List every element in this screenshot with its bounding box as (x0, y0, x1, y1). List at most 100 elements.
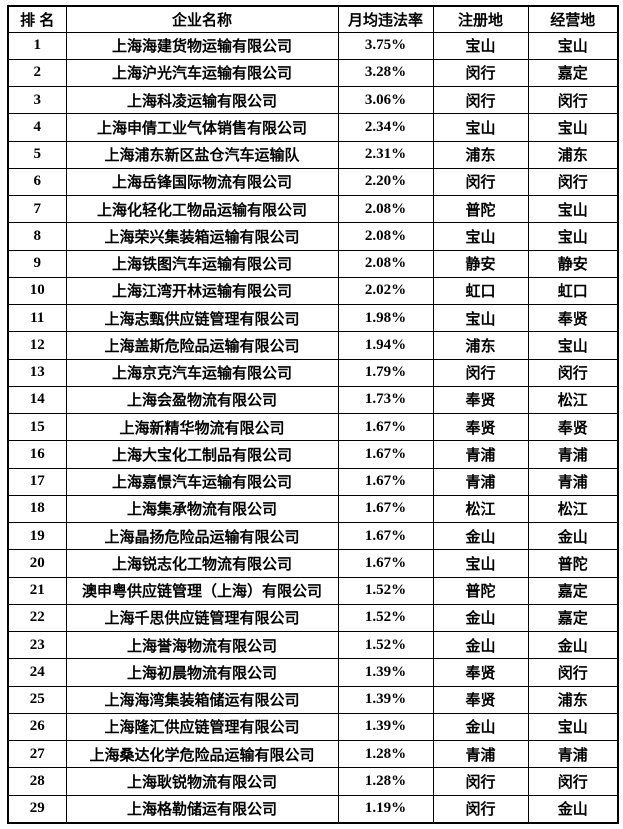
operating-cell: 闵行 (527, 767, 619, 796)
table-row: 5 上海浦东新区盐仓汽车运输队 2.31% 浦东 浦东 (7, 140, 619, 169)
company-cell: 上海誉海物流有限公司 (65, 630, 339, 660)
rate-cell: 1.67% (337, 412, 434, 442)
operating-cell: 普陀 (527, 549, 619, 578)
operating-cell: 奉贤 (527, 303, 619, 333)
company-cell: 上海隆汇供应链管理有限公司 (65, 712, 339, 742)
company-cell: 上海盖斯危险品运输有限公司 (65, 331, 339, 360)
registered-cell: 宝山 (432, 31, 529, 60)
operating-cell: 青浦 (527, 467, 619, 496)
operating-cell: 宝山 (527, 331, 619, 360)
rank-cell: 20 (7, 549, 67, 578)
column-header-company: 企业名称 (65, 5, 339, 33)
rank-cell: 27 (7, 739, 67, 769)
operating-cell: 宝山 (527, 31, 619, 60)
rank-cell: 10 (7, 276, 67, 306)
operating-cell: 青浦 (527, 739, 619, 769)
rate-cell: 1.39% (337, 712, 434, 742)
registered-cell: 奉贤 (432, 385, 529, 415)
operating-cell: 松江 (527, 494, 619, 524)
rate-cell: 3.06% (337, 85, 434, 115)
table-row: 10 上海江湾开林运输有限公司 2.02% 虹口 虹口 (7, 276, 619, 306)
table-row: 15 上海新精华物流有限公司 1.67% 奉贤 奉贤 (7, 412, 619, 442)
table-body: 1 上海海建货物运输有限公司 3.75% 宝山 宝山 2 上海沪光汽车运输有限公司 3.28%… (7, 31, 619, 824)
rate-cell: 1.28% (337, 739, 434, 769)
operating-cell: 金山 (527, 630, 619, 660)
operating-cell: 闵行 (527, 358, 619, 387)
company-cell: 澳申粤供应链管理（上海）有限公司 (65, 576, 339, 605)
registered-cell: 闵行 (432, 85, 529, 115)
table-row: 2 上海沪光汽车运输有限公司 3.28% 闵行 嘉定 (7, 58, 619, 88)
company-cell: 上海桑达化学危险品运输有限公司 (65, 739, 339, 769)
operating-cell: 宝山 (527, 194, 619, 224)
rank-cell: 9 (7, 249, 67, 278)
table-row: 29 上海格勒储运有限公司 1.19% 闵行 金山 (7, 794, 619, 824)
operating-cell: 金山 (527, 794, 619, 824)
operating-cell: 嘉定 (527, 603, 619, 633)
rate-cell: 1.67% (337, 440, 434, 469)
company-cell: 上海沪光汽车运输有限公司 (65, 58, 339, 88)
table-row: 3 上海科凌运输有限公司 3.06% 闵行 闵行 (7, 85, 619, 115)
rank-cell: 17 (7, 467, 67, 496)
registered-cell: 金山 (432, 521, 529, 551)
table-row: 8 上海荣兴集装箱运输有限公司 2.08% 宝山 宝山 (7, 222, 619, 251)
registered-cell: 静安 (432, 249, 529, 278)
column-header-registered: 注册地 (432, 5, 529, 33)
company-cell: 上海海湾集装箱储运有限公司 (65, 685, 339, 714)
rank-cell: 6 (7, 167, 67, 197)
operating-cell: 宝山 (527, 222, 619, 251)
rank-cell: 12 (7, 331, 67, 360)
company-cell: 上海申倩工业气体销售有限公司 (65, 113, 339, 142)
table-row: 20 上海锐志化工物流有限公司 1.67% 宝山 普陀 (7, 549, 619, 578)
table-row: 9 上海铁图汽车运输有限公司 2.08% 静安 静安 (7, 249, 619, 278)
registered-cell: 宝山 (432, 549, 529, 578)
column-header-rank: 排 名 (7, 5, 67, 33)
rate-cell: 1.73% (337, 385, 434, 415)
registered-cell: 普陀 (432, 576, 529, 605)
rank-cell: 14 (7, 385, 67, 415)
rate-cell: 1.39% (337, 658, 434, 687)
rank-cell: 2 (7, 58, 67, 88)
rank-cell: 13 (7, 358, 67, 387)
operating-cell: 浦东 (527, 685, 619, 714)
company-cell: 上海耿锐物流有限公司 (65, 767, 339, 796)
table-row: 13 上海京克汽车运输有限公司 1.79% 闵行 闵行 (7, 358, 619, 387)
operating-cell: 浦东 (527, 140, 619, 169)
company-cell: 上海铁图汽车运输有限公司 (65, 249, 339, 278)
rate-cell: 2.20% (337, 167, 434, 197)
rank-cell: 11 (7, 303, 67, 333)
operating-cell: 金山 (527, 521, 619, 551)
company-cell: 上海志甄供应链管理有限公司 (65, 303, 339, 333)
registered-cell: 宝山 (432, 303, 529, 333)
registered-cell: 青浦 (432, 467, 529, 496)
rank-cell: 19 (7, 521, 67, 551)
rate-cell: 2.34% (337, 113, 434, 142)
table-row: 1 上海海建货物运输有限公司 3.75% 宝山 宝山 (7, 31, 619, 60)
table-row: 24 上海初晨物流有限公司 1.39% 奉贤 闵行 (7, 658, 619, 687)
column-header-operating: 经营地 (527, 5, 619, 33)
rate-cell: 1.67% (337, 467, 434, 496)
registered-cell: 金山 (432, 630, 529, 660)
table-row: 11 上海志甄供应链管理有限公司 1.98% 宝山 奉贤 (7, 303, 619, 333)
rate-cell: 1.52% (337, 603, 434, 633)
registered-cell: 金山 (432, 712, 529, 742)
registered-cell: 青浦 (432, 440, 529, 469)
rate-cell: 1.52% (337, 576, 434, 605)
table-row: 12 上海盖斯危险品运输有限公司 1.94% 浦东 宝山 (7, 331, 619, 360)
company-cell: 上海嘉憬汽车运输有限公司 (65, 467, 339, 496)
table-row: 22 上海千思供应链管理有限公司 1.52% 金山 嘉定 (7, 603, 619, 633)
rate-cell: 2.08% (337, 194, 434, 224)
company-cell: 上海京克汽车运输有限公司 (65, 358, 339, 387)
operating-cell: 嘉定 (527, 58, 619, 88)
rank-cell: 24 (7, 658, 67, 687)
company-cell: 上海千思供应链管理有限公司 (65, 603, 339, 633)
table-row: 25 上海海湾集装箱储运有限公司 1.39% 奉贤 浦东 (7, 685, 619, 714)
table-row: 4 上海申倩工业气体销售有限公司 2.34% 宝山 宝山 (7, 113, 619, 142)
operating-cell: 闵行 (527, 658, 619, 687)
operating-cell: 嘉定 (527, 576, 619, 605)
table-row: 16 上海大宝化工制品有限公司 1.67% 青浦 青浦 (7, 440, 619, 469)
operating-cell: 静安 (527, 249, 619, 278)
company-cell: 上海海建货物运输有限公司 (65, 31, 339, 60)
company-cell: 上海化轻化工物品运输有限公司 (65, 194, 339, 224)
operating-cell: 闵行 (527, 85, 619, 115)
table-row: 14 上海会盈物流有限公司 1.73% 奉贤 松江 (7, 385, 619, 415)
